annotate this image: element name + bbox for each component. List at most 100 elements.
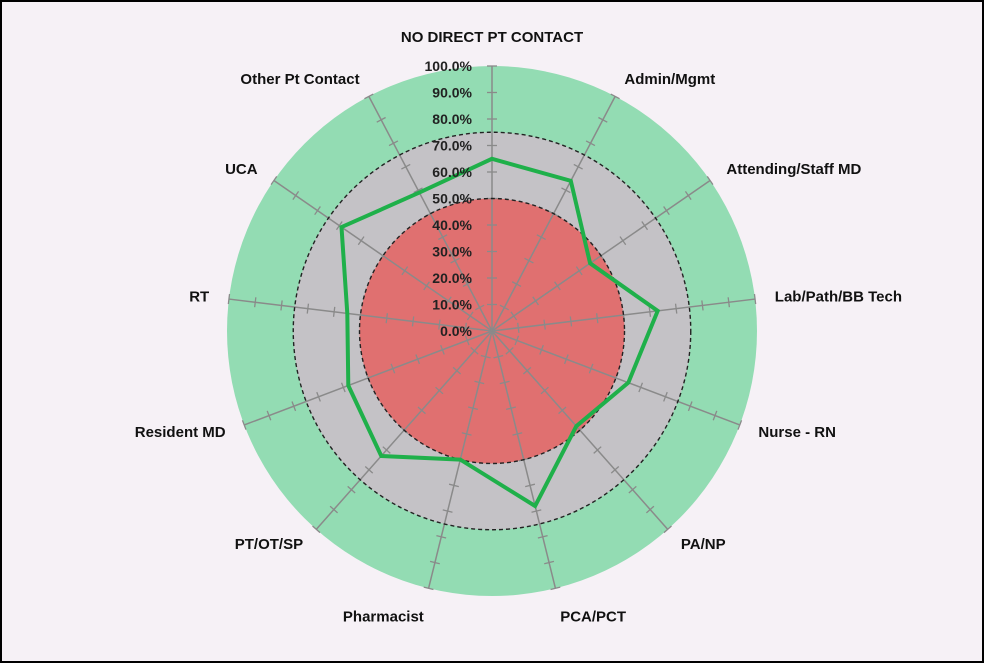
spoke-tick bbox=[610, 93, 620, 100]
category-label: Admin/Mgmt bbox=[624, 71, 715, 88]
spoke-tick bbox=[388, 140, 399, 147]
spoke-tick bbox=[452, 366, 462, 375]
spoke-tick bbox=[712, 410, 718, 421]
spoke-tick bbox=[561, 187, 571, 194]
spoke-tick bbox=[663, 391, 668, 402]
category-label: PCA/PCT bbox=[560, 609, 626, 626]
spoke-tick bbox=[619, 236, 627, 246]
spoke-tick bbox=[593, 446, 602, 454]
spoke-tick bbox=[554, 281, 561, 291]
spoke-tick bbox=[382, 446, 391, 454]
series-line bbox=[339, 156, 661, 509]
spoke-tick bbox=[401, 266, 409, 276]
spoke-tick bbox=[737, 420, 743, 430]
spoke-tick bbox=[532, 296, 539, 306]
spoke-tick bbox=[442, 509, 453, 513]
spoke-tick bbox=[306, 303, 310, 314]
radial-tick-label: 100.0% bbox=[425, 58, 473, 74]
spoke-tick bbox=[536, 234, 546, 241]
spoke-tick bbox=[332, 306, 336, 317]
spoke-tick bbox=[376, 116, 386, 123]
spoke-tick bbox=[270, 175, 278, 185]
spoke-tick bbox=[544, 560, 555, 565]
spoke-tick bbox=[312, 525, 321, 534]
category-label: NO DIRECT PT CONTACT bbox=[401, 29, 583, 46]
spoke-tick bbox=[464, 335, 470, 346]
spoke-tick bbox=[648, 306, 652, 317]
spoke-tick bbox=[253, 297, 257, 308]
category-label: Pharmacist bbox=[343, 609, 424, 626]
spoke-tick bbox=[573, 163, 583, 170]
radial-tick-label: 0.0% bbox=[440, 323, 472, 339]
spoke-tick bbox=[450, 257, 460, 264]
spoke-tick bbox=[638, 382, 644, 393]
spoke-tick bbox=[462, 281, 473, 287]
radial-tick-label: 30.0% bbox=[432, 244, 472, 260]
spoke-tick bbox=[480, 354, 491, 359]
spoke-tick bbox=[610, 466, 620, 474]
spoke-tick bbox=[687, 401, 693, 412]
category-label: RT bbox=[189, 289, 209, 306]
category-label: Nurse - RN bbox=[758, 424, 836, 441]
spoke-tick bbox=[241, 420, 247, 430]
spoke-tick bbox=[417, 406, 426, 415]
spoke-tick bbox=[727, 297, 731, 308]
spoke-tick bbox=[292, 191, 300, 201]
category-label: PT/OT/SP bbox=[235, 536, 303, 553]
spoke-tick bbox=[364, 93, 374, 100]
spoke-tick bbox=[266, 410, 272, 421]
spoke-tick bbox=[641, 221, 649, 231]
spoke-tick bbox=[401, 163, 411, 170]
spoke-tick bbox=[466, 311, 474, 321]
band-boundary-ring bbox=[358, 197, 626, 465]
spoke-tick bbox=[438, 319, 441, 330]
spoke-tick bbox=[505, 347, 514, 355]
radial-tick-label: 20.0% bbox=[432, 270, 472, 286]
spoke-tick bbox=[701, 300, 704, 311]
spoke-tick bbox=[364, 466, 374, 474]
spoke-tick bbox=[464, 322, 467, 333]
radial-tick-label: 40.0% bbox=[432, 217, 472, 233]
spoke-tick bbox=[510, 311, 518, 321]
radial-tick-label: 10.0% bbox=[432, 297, 472, 313]
spoke-tick bbox=[448, 483, 459, 488]
category-label: UCA bbox=[225, 161, 258, 178]
spoke-tick bbox=[316, 391, 321, 402]
spoke-tick bbox=[598, 116, 608, 123]
radial-tick-label: 60.0% bbox=[432, 164, 472, 180]
spoke-tick bbox=[514, 335, 520, 346]
spoke-tick bbox=[506, 406, 517, 411]
spoke-tick bbox=[540, 386, 549, 395]
spoke-tick bbox=[280, 300, 283, 311]
spoke-tick bbox=[499, 304, 510, 311]
spoke-tick bbox=[537, 535, 548, 539]
spoke-tick bbox=[411, 316, 415, 327]
spoke-tick bbox=[385, 313, 389, 324]
radial-tick-label: 90.0% bbox=[432, 85, 472, 101]
spoke-tick bbox=[423, 586, 434, 591]
spoke-tick bbox=[493, 354, 504, 359]
spoke-tick bbox=[524, 257, 534, 264]
spoke-tick bbox=[474, 304, 485, 311]
spoke-tick bbox=[329, 505, 339, 514]
spoke-tick bbox=[423, 281, 430, 291]
spoke-tick bbox=[390, 363, 396, 374]
band-boundary-ring bbox=[292, 131, 692, 531]
spoke-tick bbox=[227, 294, 231, 305]
spoke-tick bbox=[706, 175, 714, 185]
spoke-tick bbox=[474, 380, 485, 385]
category-label: Resident MD bbox=[135, 424, 226, 441]
radial-tick-label: 70.0% bbox=[432, 138, 472, 154]
spoke-tick bbox=[340, 382, 346, 393]
spoke-tick bbox=[435, 386, 444, 395]
spoke-tick bbox=[575, 266, 583, 276]
spoke-tick bbox=[525, 483, 536, 488]
spoke-tick bbox=[438, 234, 448, 241]
spoke-tick bbox=[543, 319, 546, 330]
category-label: Attending/Staff MD bbox=[726, 161, 861, 178]
spoke-tick bbox=[563, 354, 569, 365]
spoke-tick bbox=[595, 313, 599, 324]
spoke-tick bbox=[429, 560, 440, 565]
spoke-tick bbox=[440, 344, 445, 355]
